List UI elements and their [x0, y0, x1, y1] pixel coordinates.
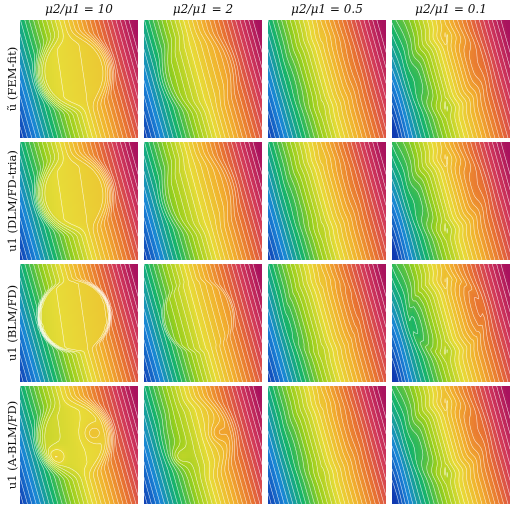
field-plot	[20, 386, 138, 504]
field-plot	[392, 20, 510, 138]
field-plot	[144, 264, 262, 382]
row-title-4: u1 (A-BLM/FD)	[2, 386, 22, 504]
row-title-3: u1 (BLM/FD)	[2, 264, 22, 382]
contour-lines	[268, 386, 386, 504]
plot-panel-r4-c4	[392, 386, 510, 504]
contour-lines	[20, 264, 138, 382]
contour-lines	[268, 264, 386, 382]
row-title-label: ũ (FEM-fit)	[5, 47, 19, 111]
field-plot	[20, 20, 138, 138]
contour-lines	[20, 386, 138, 504]
row-title-2: u1 (DLM/FD-tria)	[2, 142, 22, 260]
plot-panel-r1-c2	[144, 20, 262, 138]
plot-panel-r3-c4	[392, 264, 510, 382]
heatmap-cells	[392, 20, 510, 138]
field-plot	[20, 264, 138, 382]
plot-panel-r1-c1	[20, 20, 138, 138]
field-plot	[268, 142, 386, 260]
contour-lines	[392, 264, 510, 382]
plot-panel-r4-c1	[20, 386, 138, 504]
contour-lines	[268, 142, 386, 260]
column-title-2: μ2/μ1 = 2	[144, 2, 262, 16]
plot-panel-r2-c3	[268, 142, 386, 260]
plot-panel-r2-c4	[392, 142, 510, 260]
row-title-label: u1 (A-BLM/FD)	[5, 401, 19, 489]
contour-lines	[20, 142, 138, 260]
field-plot	[268, 20, 386, 138]
row-title-label: u1 (BLM/FD)	[5, 285, 19, 361]
plot-panel-r3-c1	[20, 264, 138, 382]
plot-panel-r2-c1	[20, 142, 138, 260]
contour-lines	[20, 20, 138, 138]
field-plot	[392, 386, 510, 504]
field-plot	[144, 20, 262, 138]
column-title-1: μ2/μ1 = 10	[20, 2, 138, 16]
field-plot	[392, 264, 510, 382]
field-plot	[268, 264, 386, 382]
contour-lines	[144, 264, 262, 382]
plot-panel-r2-c2	[144, 142, 262, 260]
contour-lines	[268, 20, 386, 138]
plot-panel-r3-c2	[144, 264, 262, 382]
field-plot	[392, 142, 510, 260]
contour-lines	[144, 386, 262, 504]
column-title-4: μ2/μ1 = 0.1	[392, 2, 510, 16]
plot-panel-r4-c2	[144, 386, 262, 504]
contour-lines	[144, 20, 262, 138]
heatmap-cells	[268, 20, 386, 138]
contour-lines	[392, 142, 510, 260]
plot-panel-r3-c3	[268, 264, 386, 382]
row-title-1: ũ (FEM-fit)	[2, 20, 22, 138]
plot-panel-r4-c3	[268, 386, 386, 504]
plot-panel-r1-c4	[392, 20, 510, 138]
contour-lines	[392, 386, 510, 504]
contour-lines	[392, 20, 510, 138]
field-plot	[144, 386, 262, 504]
field-plot	[268, 386, 386, 504]
plot-panel-r1-c3	[268, 20, 386, 138]
contour-lines	[144, 142, 262, 260]
column-title-3: μ2/μ1 = 0.5	[268, 2, 386, 16]
field-plot	[144, 142, 262, 260]
row-title-label: u1 (DLM/FD-tria)	[5, 150, 19, 252]
field-plot	[20, 142, 138, 260]
